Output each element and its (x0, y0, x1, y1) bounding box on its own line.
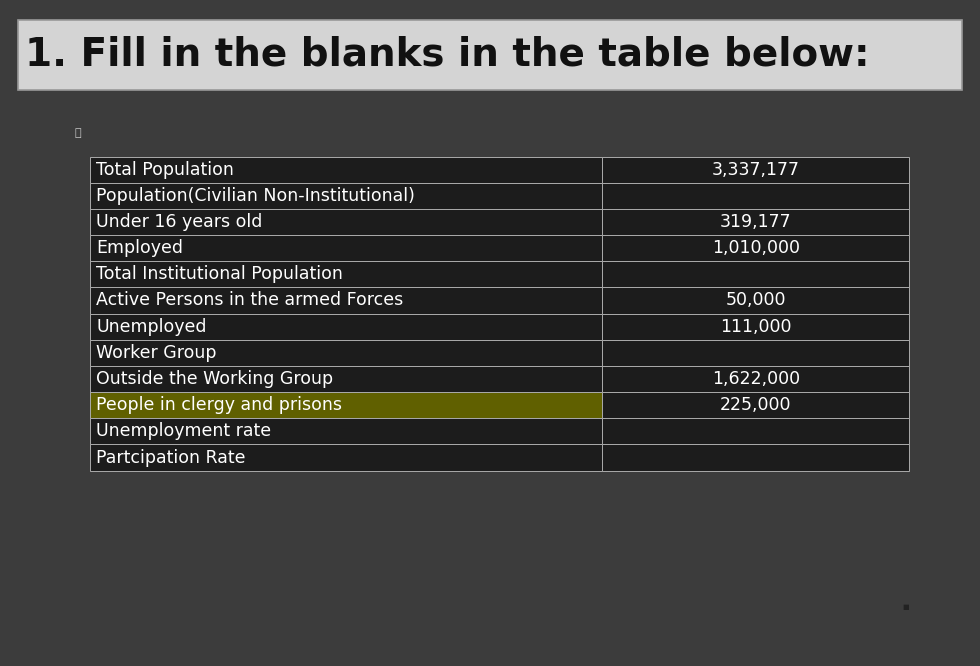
Text: Total Population: Total Population (96, 161, 234, 178)
Text: Population(Civilian Non-Institutional): Population(Civilian Non-Institutional) (96, 186, 415, 204)
Text: Unemployment rate: Unemployment rate (96, 422, 271, 440)
Text: 1,010,000: 1,010,000 (711, 239, 800, 257)
Text: People in clergy and prisons: People in clergy and prisons (96, 396, 342, 414)
Text: 3,337,177: 3,337,177 (711, 161, 800, 178)
Text: 1. Fill in the blanks in the table below:: 1. Fill in the blanks in the table below… (25, 36, 870, 74)
Text: Worker Group: Worker Group (96, 344, 217, 362)
Text: 111,000: 111,000 (720, 318, 792, 336)
Text: 319,177: 319,177 (720, 213, 792, 231)
Text: ⬞: ⬞ (74, 128, 80, 139)
Text: 1,622,000: 1,622,000 (711, 370, 800, 388)
Text: ■: ■ (903, 604, 908, 611)
Text: Under 16 years old: Under 16 years old (96, 213, 263, 231)
Text: Unemployed: Unemployed (96, 318, 207, 336)
Text: Active Persons in the armed Forces: Active Persons in the armed Forces (96, 292, 404, 310)
Text: Employed: Employed (96, 239, 183, 257)
Text: Outside the Working Group: Outside the Working Group (96, 370, 333, 388)
Text: Total Institutional Population: Total Institutional Population (96, 265, 343, 283)
Text: Partcipation Rate: Partcipation Rate (96, 448, 246, 466)
Text: 50,000: 50,000 (725, 292, 786, 310)
Text: 225,000: 225,000 (720, 396, 792, 414)
